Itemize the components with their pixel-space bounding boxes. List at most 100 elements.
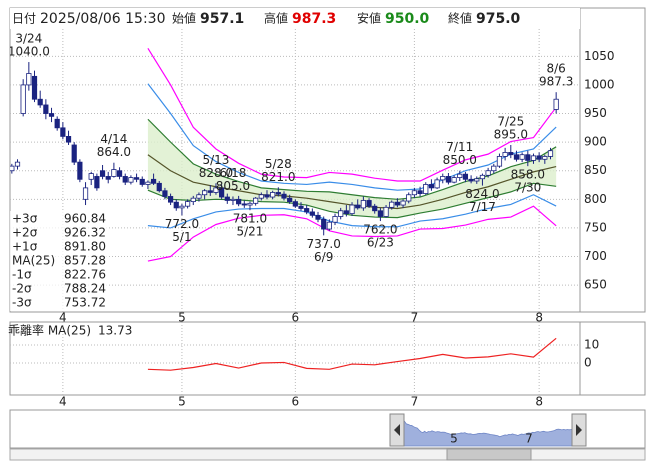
- candle-body: [445, 176, 452, 183]
- candle-body: [394, 201, 400, 206]
- legend-value: 822.76: [64, 268, 106, 282]
- candle-body: [434, 179, 440, 189]
- candle-body: [128, 177, 134, 183]
- annotation-date: 6/18: [219, 166, 246, 180]
- candle-body: [547, 150, 554, 157]
- band-line: [147, 194, 557, 229]
- header-label: 安値: [357, 11, 381, 26]
- candle-body: [88, 173, 94, 180]
- header-label: 終値: [448, 11, 472, 26]
- candle-body: [31, 75, 38, 100]
- annotation-value: 805.0: [216, 179, 250, 193]
- candle-body: [14, 161, 21, 167]
- candle-body: [485, 170, 491, 176]
- x-tick-label: 8: [535, 395, 543, 409]
- candle-body: [508, 152, 514, 156]
- annotation-date: 6/23: [367, 236, 394, 250]
- x-tick-label: 7: [411, 311, 419, 325]
- deviation-plot: [10, 322, 580, 395]
- candle-body: [406, 194, 412, 202]
- candle-body: [474, 178, 480, 182]
- x-tick-label: 6: [292, 395, 300, 409]
- annotation-date: 4/14: [100, 132, 127, 146]
- candle-body: [10, 165, 15, 172]
- header-value: 987.3: [292, 11, 336, 27]
- legend-name: MA(25): [12, 254, 55, 268]
- y-tick-label: 900: [584, 135, 607, 149]
- candle-body: [343, 210, 349, 215]
- candle-body: [428, 184, 435, 189]
- y-tick-label: 950: [584, 106, 607, 120]
- annotation-date: 3/24: [15, 32, 42, 46]
- candle-body: [355, 204, 361, 209]
- candle-body: [536, 155, 542, 160]
- candle-body: [213, 187, 219, 193]
- candle-body: [349, 204, 355, 215]
- legend-value: 960.84: [64, 212, 106, 226]
- annotation-value: 864.0: [97, 145, 131, 159]
- candle-body: [94, 176, 100, 189]
- candle-body: [26, 73, 32, 86]
- x-tick-label: 5: [178, 395, 186, 409]
- candle-body: [190, 197, 196, 203]
- candle-body: [468, 178, 474, 182]
- candle-body: [315, 214, 321, 220]
- candle-body: [162, 190, 168, 197]
- candle-body: [99, 170, 106, 177]
- candle-body: [173, 201, 179, 209]
- navigator-area: [398, 420, 576, 447]
- annotation-value: 987.3: [539, 75, 573, 89]
- annotation-date: 5/1: [172, 230, 191, 244]
- x-tick-label: 4: [59, 395, 67, 409]
- candle-body: [48, 113, 55, 117]
- annotation-date: 5/21: [236, 225, 263, 239]
- x-tick-label: 6: [292, 311, 300, 325]
- candle-body: [400, 200, 406, 206]
- candle-body: [258, 194, 264, 199]
- candle-body: [241, 203, 247, 206]
- scrollbar-thumb[interactable]: [446, 448, 532, 461]
- scrollbar-track[interactable]: [9, 448, 646, 461]
- candle-body: [366, 200, 372, 207]
- header-value: 950.0: [385, 11, 430, 27]
- candle-body: [417, 190, 423, 195]
- candle-body: [491, 165, 497, 172]
- deviation-line: [147, 337, 557, 371]
- legend-value: 891.80: [64, 240, 106, 254]
- y-tick-label: 850: [584, 163, 607, 177]
- candle-body: [519, 154, 525, 160]
- legend-name: -3σ: [12, 296, 32, 310]
- candle-body: [530, 155, 537, 161]
- legend-name: -1σ: [12, 268, 32, 282]
- candle-body: [275, 192, 281, 195]
- candle-body: [542, 156, 548, 160]
- header-value: 957.1: [200, 11, 244, 27]
- annotation-value: 737.0: [307, 237, 341, 251]
- deviation-title: 乖離率 MA(25): [8, 323, 91, 338]
- candle-body: [451, 177, 457, 183]
- x-tick-label: 8: [535, 311, 543, 325]
- y-tick-label: 650: [584, 278, 607, 292]
- y-tick-label: 1000: [584, 77, 615, 91]
- candle-body: [309, 211, 315, 216]
- annotation-value: 858.0: [511, 168, 545, 182]
- candle-body: [423, 184, 429, 195]
- annotation-date: 5/28: [265, 157, 292, 171]
- y-tick-label: 0: [584, 355, 592, 369]
- candle-body: [20, 84, 26, 114]
- annotation-date: 7/17: [469, 200, 496, 214]
- candle-body: [116, 170, 123, 177]
- candle-body: [43, 104, 49, 114]
- candle-body: [372, 205, 378, 212]
- annotation-value: 828.0: [199, 166, 233, 180]
- candle-body: [281, 193, 287, 199]
- header-label: 始値: [172, 11, 196, 26]
- candle-body: [298, 205, 304, 209]
- candle-body: [287, 197, 293, 203]
- candle-body: [185, 201, 191, 207]
- annotation-value: 762.0: [363, 223, 397, 237]
- handle-arrow: [576, 424, 582, 436]
- legend-name: +2σ: [12, 226, 38, 240]
